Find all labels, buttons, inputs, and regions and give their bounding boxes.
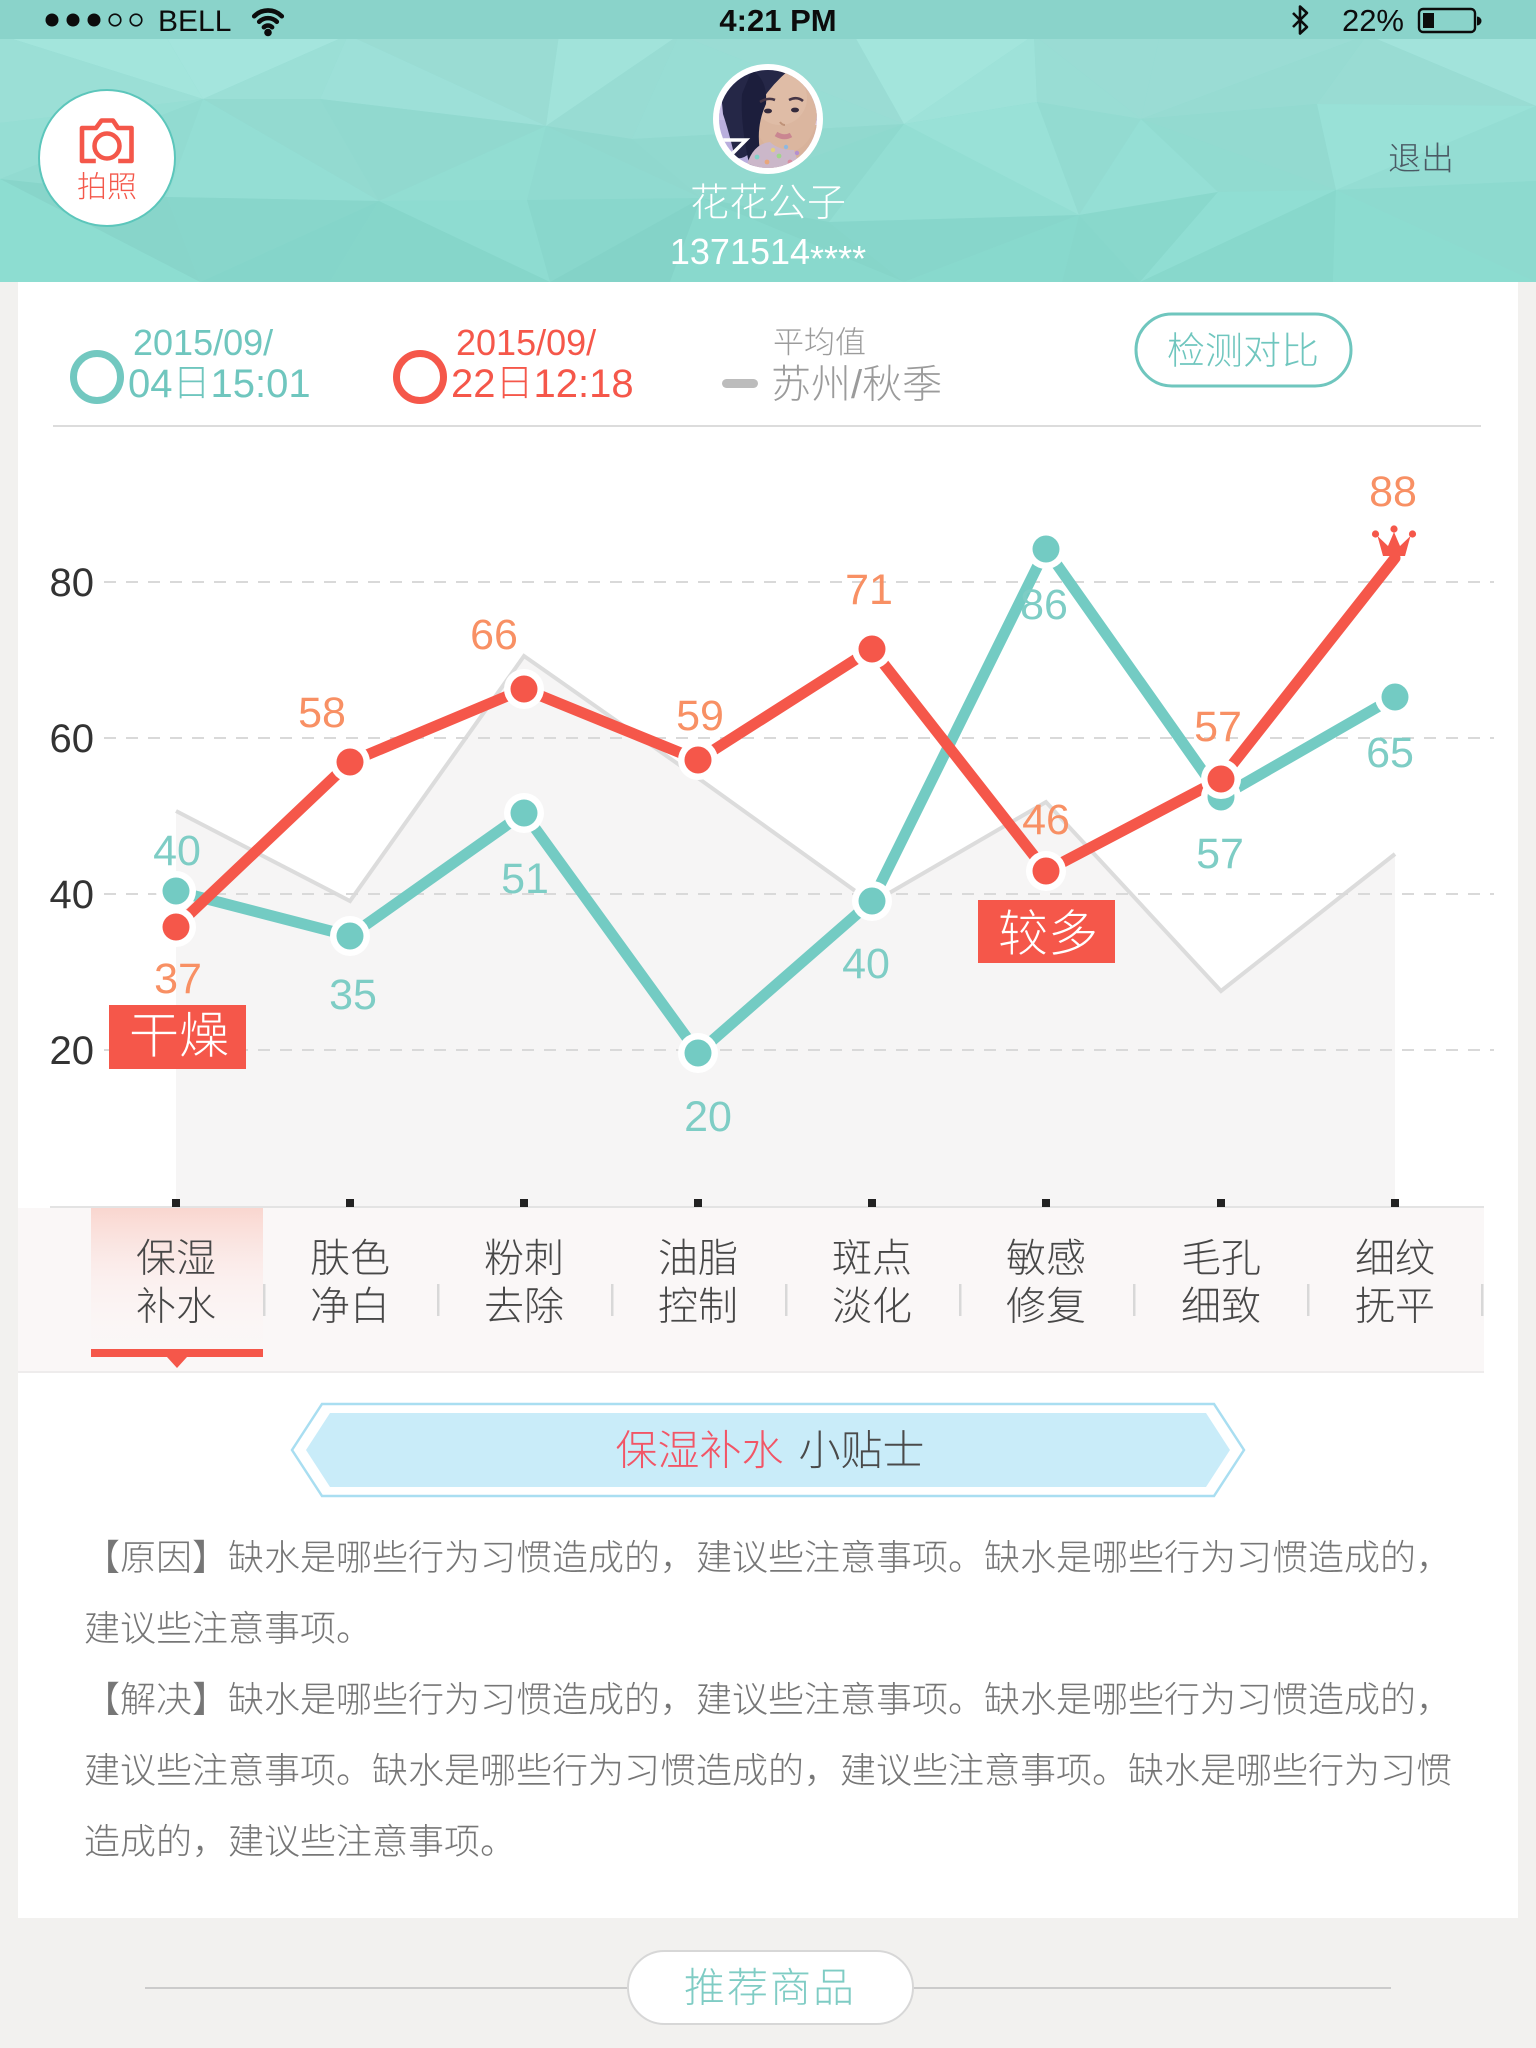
svg-text:35: 35 bbox=[329, 971, 377, 1019]
svg-text:1371514****: 1371514**** bbox=[670, 231, 866, 279]
svg-text:/: / bbox=[851, 363, 863, 407]
svg-text:40: 40 bbox=[50, 873, 95, 917]
svg-text:15:01: 15:01 bbox=[211, 362, 311, 406]
svg-text:60: 60 bbox=[50, 717, 95, 761]
svg-text:80: 80 bbox=[50, 561, 95, 605]
svg-text:20: 20 bbox=[684, 1093, 732, 1141]
svg-text:20: 20 bbox=[50, 1029, 95, 1073]
svg-text:4:21 PM: 4:21 PM bbox=[719, 3, 836, 38]
svg-text:46: 46 bbox=[1022, 796, 1070, 844]
svg-text:57: 57 bbox=[1196, 830, 1244, 878]
svg-text:88: 88 bbox=[1369, 468, 1417, 516]
svg-text:59: 59 bbox=[676, 692, 724, 740]
svg-text:22: 22 bbox=[451, 362, 496, 406]
svg-text:2015/09/: 2015/09/ bbox=[133, 322, 273, 363]
svg-text:22%: 22% bbox=[1342, 3, 1404, 38]
svg-text:40: 40 bbox=[842, 940, 890, 988]
svg-text:37: 37 bbox=[154, 955, 202, 1003]
svg-text:86: 86 bbox=[1020, 581, 1068, 629]
svg-text:66: 66 bbox=[470, 611, 518, 659]
svg-text:40: 40 bbox=[153, 827, 201, 875]
svg-text:2015/09/: 2015/09/ bbox=[456, 322, 596, 363]
svg-text:51: 51 bbox=[501, 855, 549, 903]
svg-text:65: 65 bbox=[1366, 729, 1414, 777]
svg-text:57: 57 bbox=[1194, 703, 1242, 751]
svg-text:04: 04 bbox=[128, 362, 173, 406]
svg-text:12:18: 12:18 bbox=[534, 362, 634, 406]
svg-text:71: 71 bbox=[845, 566, 893, 614]
svg-text:BELL: BELL bbox=[158, 5, 231, 38]
svg-text:58: 58 bbox=[298, 689, 346, 737]
